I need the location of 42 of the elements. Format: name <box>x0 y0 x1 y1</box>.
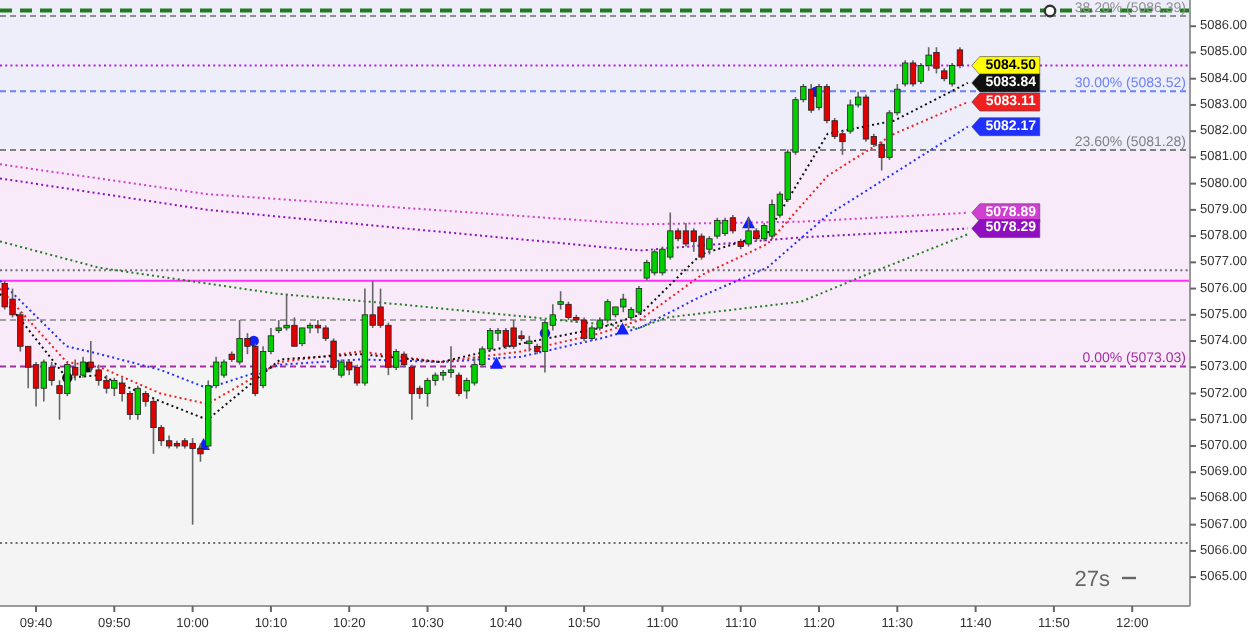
candlestick <box>111 376 118 397</box>
candlestick <box>808 83 815 114</box>
candlestick <box>768 198 776 240</box>
candlestick <box>862 93 870 143</box>
candlestick <box>236 319 243 366</box>
candlestick <box>40 358 47 403</box>
point <box>616 322 629 335</box>
candlestick <box>902 59 909 88</box>
candlestick <box>502 327 509 350</box>
candlestick <box>189 437 196 526</box>
candlestick <box>690 227 697 253</box>
candlestick <box>48 361 55 387</box>
candlestick <box>721 216 729 237</box>
candlestick <box>620 293 627 313</box>
candlestick <box>471 355 478 387</box>
candlestick <box>79 355 87 379</box>
candlestick <box>917 62 924 85</box>
candlestick <box>729 214 737 235</box>
candlestick <box>134 384 141 421</box>
line-series <box>0 233 969 329</box>
candlestick <box>565 300 572 321</box>
candlestick <box>220 358 228 379</box>
candlestick <box>510 319 517 350</box>
line-series <box>0 163 969 226</box>
candlestick <box>408 363 416 421</box>
candlestick <box>1 279 8 311</box>
candlestick <box>424 376 431 408</box>
candlestick <box>580 316 588 342</box>
point <box>490 356 503 369</box>
candlestick <box>682 222 690 248</box>
candlestick <box>933 46 940 75</box>
candlestick <box>847 98 854 135</box>
candlestick <box>635 285 643 316</box>
candlestick <box>103 374 110 395</box>
candlestick <box>126 390 134 421</box>
candlestick <box>698 232 705 261</box>
candlestick <box>909 59 917 88</box>
candlestick <box>150 397 157 455</box>
candlestick <box>291 316 298 348</box>
candlestick <box>604 298 611 324</box>
candlestick <box>299 327 306 348</box>
annotation: 27s <box>1074 568 1111 592</box>
